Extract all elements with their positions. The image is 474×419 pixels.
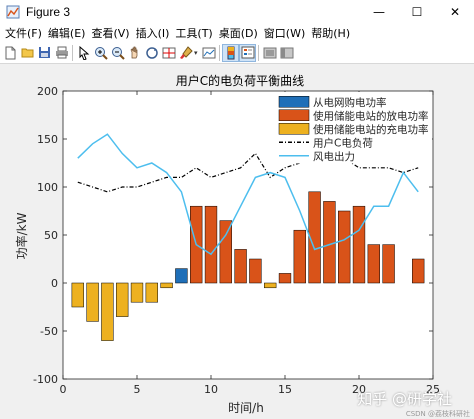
y-tick-label: -50: [40, 325, 58, 338]
x-tick-label: 10: [204, 383, 218, 396]
pointer-icon[interactable]: [75, 44, 92, 62]
bar-11: [219, 220, 232, 284]
x-tick-label: 20: [352, 383, 366, 396]
x-tick-label: 15: [278, 383, 292, 396]
bar-8: [175, 268, 188, 284]
menu-tools[interactable]: 工具(T): [175, 27, 213, 40]
legend-label: 使用储能电站的充电功率: [313, 123, 429, 136]
legend-swatch: [278, 123, 310, 135]
chart-title: 用户C的电负荷平衡曲线: [176, 73, 304, 88]
bar-14: [264, 282, 277, 289]
wind-power-line: [77, 133, 419, 256]
rotate-3d-icon[interactable]: [143, 44, 160, 62]
menu-file[interactable]: 文件(F): [5, 27, 42, 40]
matlab-figure-icon: [6, 5, 20, 19]
menu-bar: 文件(F) 编辑(E) 查看(V) 插入(I) 工具(T) 桌面(D) 窗口(W…: [0, 24, 474, 42]
toolbar-separator: [258, 44, 259, 61]
brush-icon[interactable]: [177, 44, 194, 62]
window-controls: — ☐ ✕: [360, 0, 474, 24]
legend-swatch: [278, 96, 310, 108]
bar-5: [130, 282, 144, 303]
bar-3: [101, 282, 114, 341]
menu-edit[interactable]: 编辑(E): [47, 27, 86, 40]
zoom-in-icon[interactable]: [92, 44, 109, 62]
y-tick-label: 100: [37, 181, 58, 194]
bar-10: [204, 205, 218, 284]
legend-label: 用户C电负荷: [313, 136, 373, 149]
chevron-down-icon[interactable]: ▾: [194, 48, 198, 57]
bar-7: [160, 282, 173, 289]
legend-icon[interactable]: [239, 43, 256, 62]
y-tick-label: 200: [37, 85, 58, 98]
x-axis-label: 时间/h: [228, 401, 264, 415]
x-tick-label: 25: [426, 383, 440, 396]
legend-label: 风电出力: [313, 150, 355, 163]
title-bar: Figure 3 — ☐ ✕: [0, 0, 474, 24]
data-cursor-icon[interactable]: [160, 44, 177, 62]
bar-22: [382, 244, 395, 284]
menu-help[interactable]: 帮助(H): [311, 27, 351, 40]
bar-13: [249, 258, 262, 284]
legend-label: 从电网购电功率: [313, 96, 387, 109]
lines: [77, 133, 419, 256]
toolbar-separator: [72, 44, 73, 61]
bar-18: [323, 201, 336, 284]
menu-insert[interactable]: 插入(I): [135, 27, 170, 40]
show-plot-tools-icon[interactable]: [278, 44, 295, 62]
pan-icon[interactable]: [126, 44, 143, 62]
y-tick-label: 150: [37, 133, 58, 146]
bar-6: [145, 282, 158, 303]
bar-19: [338, 210, 351, 284]
bar-24: [412, 258, 425, 284]
minimize-button[interactable]: —: [373, 5, 385, 19]
bar-12: [234, 249, 247, 284]
x-tick-label: 5: [134, 383, 141, 396]
y-tick-label: 0: [51, 277, 58, 290]
bar-15: [278, 273, 292, 284]
y-tick-label: -100: [33, 373, 58, 386]
link-plot-icon[interactable]: [200, 44, 217, 62]
bar-20: [352, 205, 366, 284]
credit-text: CSDN @荔枝科研社: [405, 410, 470, 418]
legend-label: 使用储能电站的放电功率: [313, 109, 429, 122]
save-icon[interactable]: [36, 44, 53, 62]
menu-view[interactable]: 查看(V): [91, 27, 130, 40]
watermark: 知乎 @研学社: [357, 390, 452, 408]
x-tick-label: 0: [60, 383, 67, 396]
colorbar-icon[interactable]: [222, 43, 239, 62]
figure-canvas: 用户C的电负荷平衡曲线 0 5 10 15 20 25 -100 -50 0 50 100 150 20…: [0, 65, 474, 419]
chart: 用户C的电负荷平衡曲线 0 5 10 15 20 25 -100 -50 0 50 100 150 20…: [14, 73, 440, 415]
maximize-button[interactable]: ☐: [411, 5, 423, 19]
bar-2: [86, 282, 99, 322]
menu-window[interactable]: 窗口(W): [263, 27, 306, 40]
figure-toolbar: ▾: [0, 42, 474, 64]
ticks: 0 5 10 15 20 25 -100 -50 0 50 100 150 200: [33, 85, 440, 396]
bar-16: [293, 229, 306, 284]
y-tick-label: 50: [44, 229, 58, 242]
menu-desktop[interactable]: 桌面(D): [218, 27, 258, 40]
print-icon[interactable]: [53, 44, 70, 62]
close-button[interactable]: ✕: [449, 5, 461, 19]
zoom-out-icon[interactable]: [109, 44, 126, 62]
legend-swatch: [278, 109, 310, 121]
bar-4: [116, 282, 129, 317]
toolbar-separator: [219, 44, 220, 61]
open-folder-icon[interactable]: [19, 44, 36, 62]
new-file-icon[interactable]: [2, 44, 19, 62]
bar-1: [71, 282, 84, 308]
hide-plot-tools-icon[interactable]: [261, 44, 278, 62]
window-title: Figure 3: [26, 5, 71, 19]
y-axis-label: 功率/kW: [14, 212, 29, 259]
bar-21: [367, 244, 380, 284]
bar-17: [308, 191, 321, 284]
